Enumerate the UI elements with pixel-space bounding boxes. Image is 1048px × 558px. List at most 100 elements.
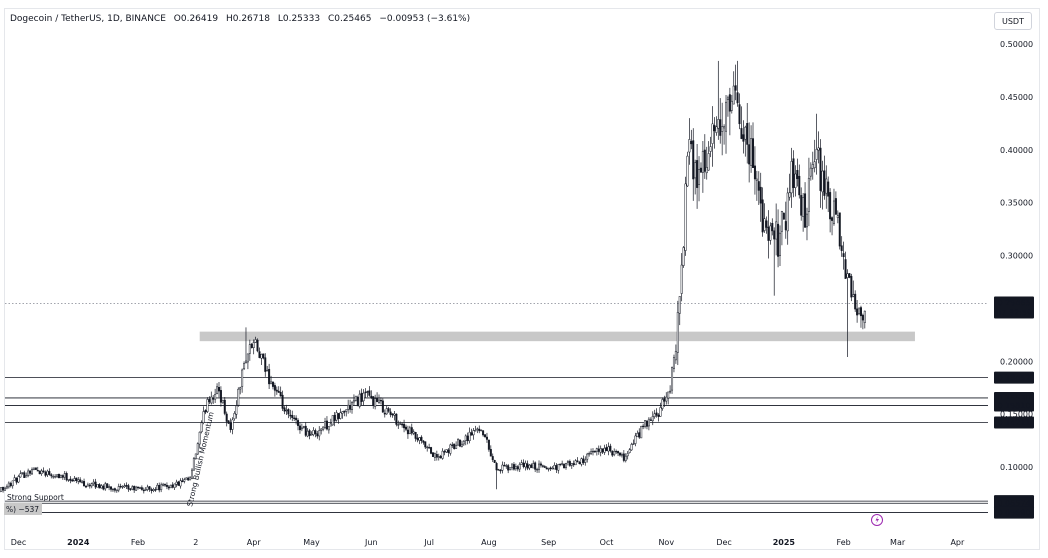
candle-body <box>713 125 716 132</box>
level-price-label: 0.18452 <box>997 374 1030 383</box>
candle-body <box>709 146 712 152</box>
candle-body <box>541 465 544 467</box>
candle-body <box>412 431 415 434</box>
candle-body <box>227 420 230 424</box>
candle-body <box>25 475 28 478</box>
candle-body <box>719 119 722 136</box>
candle-body <box>518 464 521 470</box>
candle-body <box>661 399 664 409</box>
lightning-icon[interactable] <box>871 514 883 526</box>
candle-body <box>7 482 10 488</box>
candle-body <box>376 397 379 402</box>
candle-body <box>632 443 635 445</box>
currency-button[interactable]: USDT <box>994 12 1032 30</box>
candle-body <box>678 296 681 314</box>
candle-body <box>667 391 670 399</box>
symbol-title[interactable]: Dogecoin / TetherUS, 1D, BINANCE <box>10 14 166 24</box>
candle-body <box>549 467 552 469</box>
candle-body <box>279 391 282 397</box>
candle-body <box>757 181 760 191</box>
candle-body <box>5 486 8 489</box>
x-tick-label: Nov <box>658 538 674 547</box>
candle-body <box>214 394 217 400</box>
candle-body <box>699 167 702 173</box>
candle-body <box>404 426 407 430</box>
candle-body <box>686 155 689 187</box>
candle-body <box>366 391 369 393</box>
candle-body <box>642 425 645 428</box>
candle-body <box>61 475 64 478</box>
candle-body <box>171 484 174 488</box>
candle-body <box>219 390 222 403</box>
candle-body <box>71 479 74 482</box>
candle-body <box>2 486 5 491</box>
candle-body <box>738 104 741 125</box>
candle-body <box>593 450 596 453</box>
candle-body <box>647 418 650 427</box>
support-annotation: Strong Support <box>7 493 64 502</box>
candle-body <box>212 397 215 400</box>
candle-body <box>711 123 714 144</box>
candle-body <box>167 486 170 489</box>
candle-body <box>59 474 62 478</box>
candle-body <box>352 399 355 403</box>
candle-body <box>759 186 762 204</box>
candle-body <box>491 456 494 460</box>
y-tick-label: 0.50000 <box>1000 40 1033 49</box>
candle-body <box>497 469 500 471</box>
candle-body <box>148 486 151 490</box>
candle-body <box>75 477 78 481</box>
candle-body <box>268 369 271 385</box>
candle-body <box>216 386 219 394</box>
candle-body <box>387 408 390 412</box>
candle-body <box>337 413 340 419</box>
candle-body <box>349 405 352 410</box>
candle-body <box>856 308 859 316</box>
candle-body <box>778 232 781 256</box>
candle-body <box>408 427 411 434</box>
candle-body <box>235 405 238 415</box>
candle-body <box>827 181 830 197</box>
candle-body <box>210 396 213 404</box>
candle-body <box>403 423 406 429</box>
candle-body <box>495 463 498 471</box>
chart-frame <box>4 8 1040 550</box>
candle-body <box>192 458 195 471</box>
candle-body <box>364 391 367 394</box>
candle-body <box>740 128 743 139</box>
candle-body <box>840 245 843 251</box>
candle-body <box>360 392 363 403</box>
candle-body <box>698 169 701 185</box>
candle-body <box>545 467 548 470</box>
candle-body <box>765 220 768 228</box>
candle-body <box>694 162 697 179</box>
candle-body <box>555 465 558 471</box>
candle-body <box>669 390 672 393</box>
candle-body <box>578 462 581 464</box>
candle-body <box>17 476 20 483</box>
candle-body <box>451 444 454 446</box>
candle-body <box>821 170 824 193</box>
candle-body <box>807 177 810 212</box>
candle-body <box>690 141 693 145</box>
candle-body <box>771 222 774 232</box>
candle-body <box>752 138 755 168</box>
candle-body <box>233 413 236 420</box>
candle-body <box>164 484 167 486</box>
candle-body <box>539 463 542 466</box>
candle-body <box>825 178 828 194</box>
candle-body <box>836 215 839 218</box>
candle-body <box>474 429 477 432</box>
candle-body <box>832 200 835 224</box>
candle-body <box>763 218 766 231</box>
candle-body <box>659 407 662 417</box>
candle-body <box>144 489 147 491</box>
candle-body <box>177 481 180 486</box>
candle-body <box>626 453 629 457</box>
candle-body <box>325 420 328 430</box>
candle-body <box>385 408 388 415</box>
candle-body <box>156 484 159 491</box>
candle-body <box>657 414 660 417</box>
candle-body <box>422 440 425 443</box>
